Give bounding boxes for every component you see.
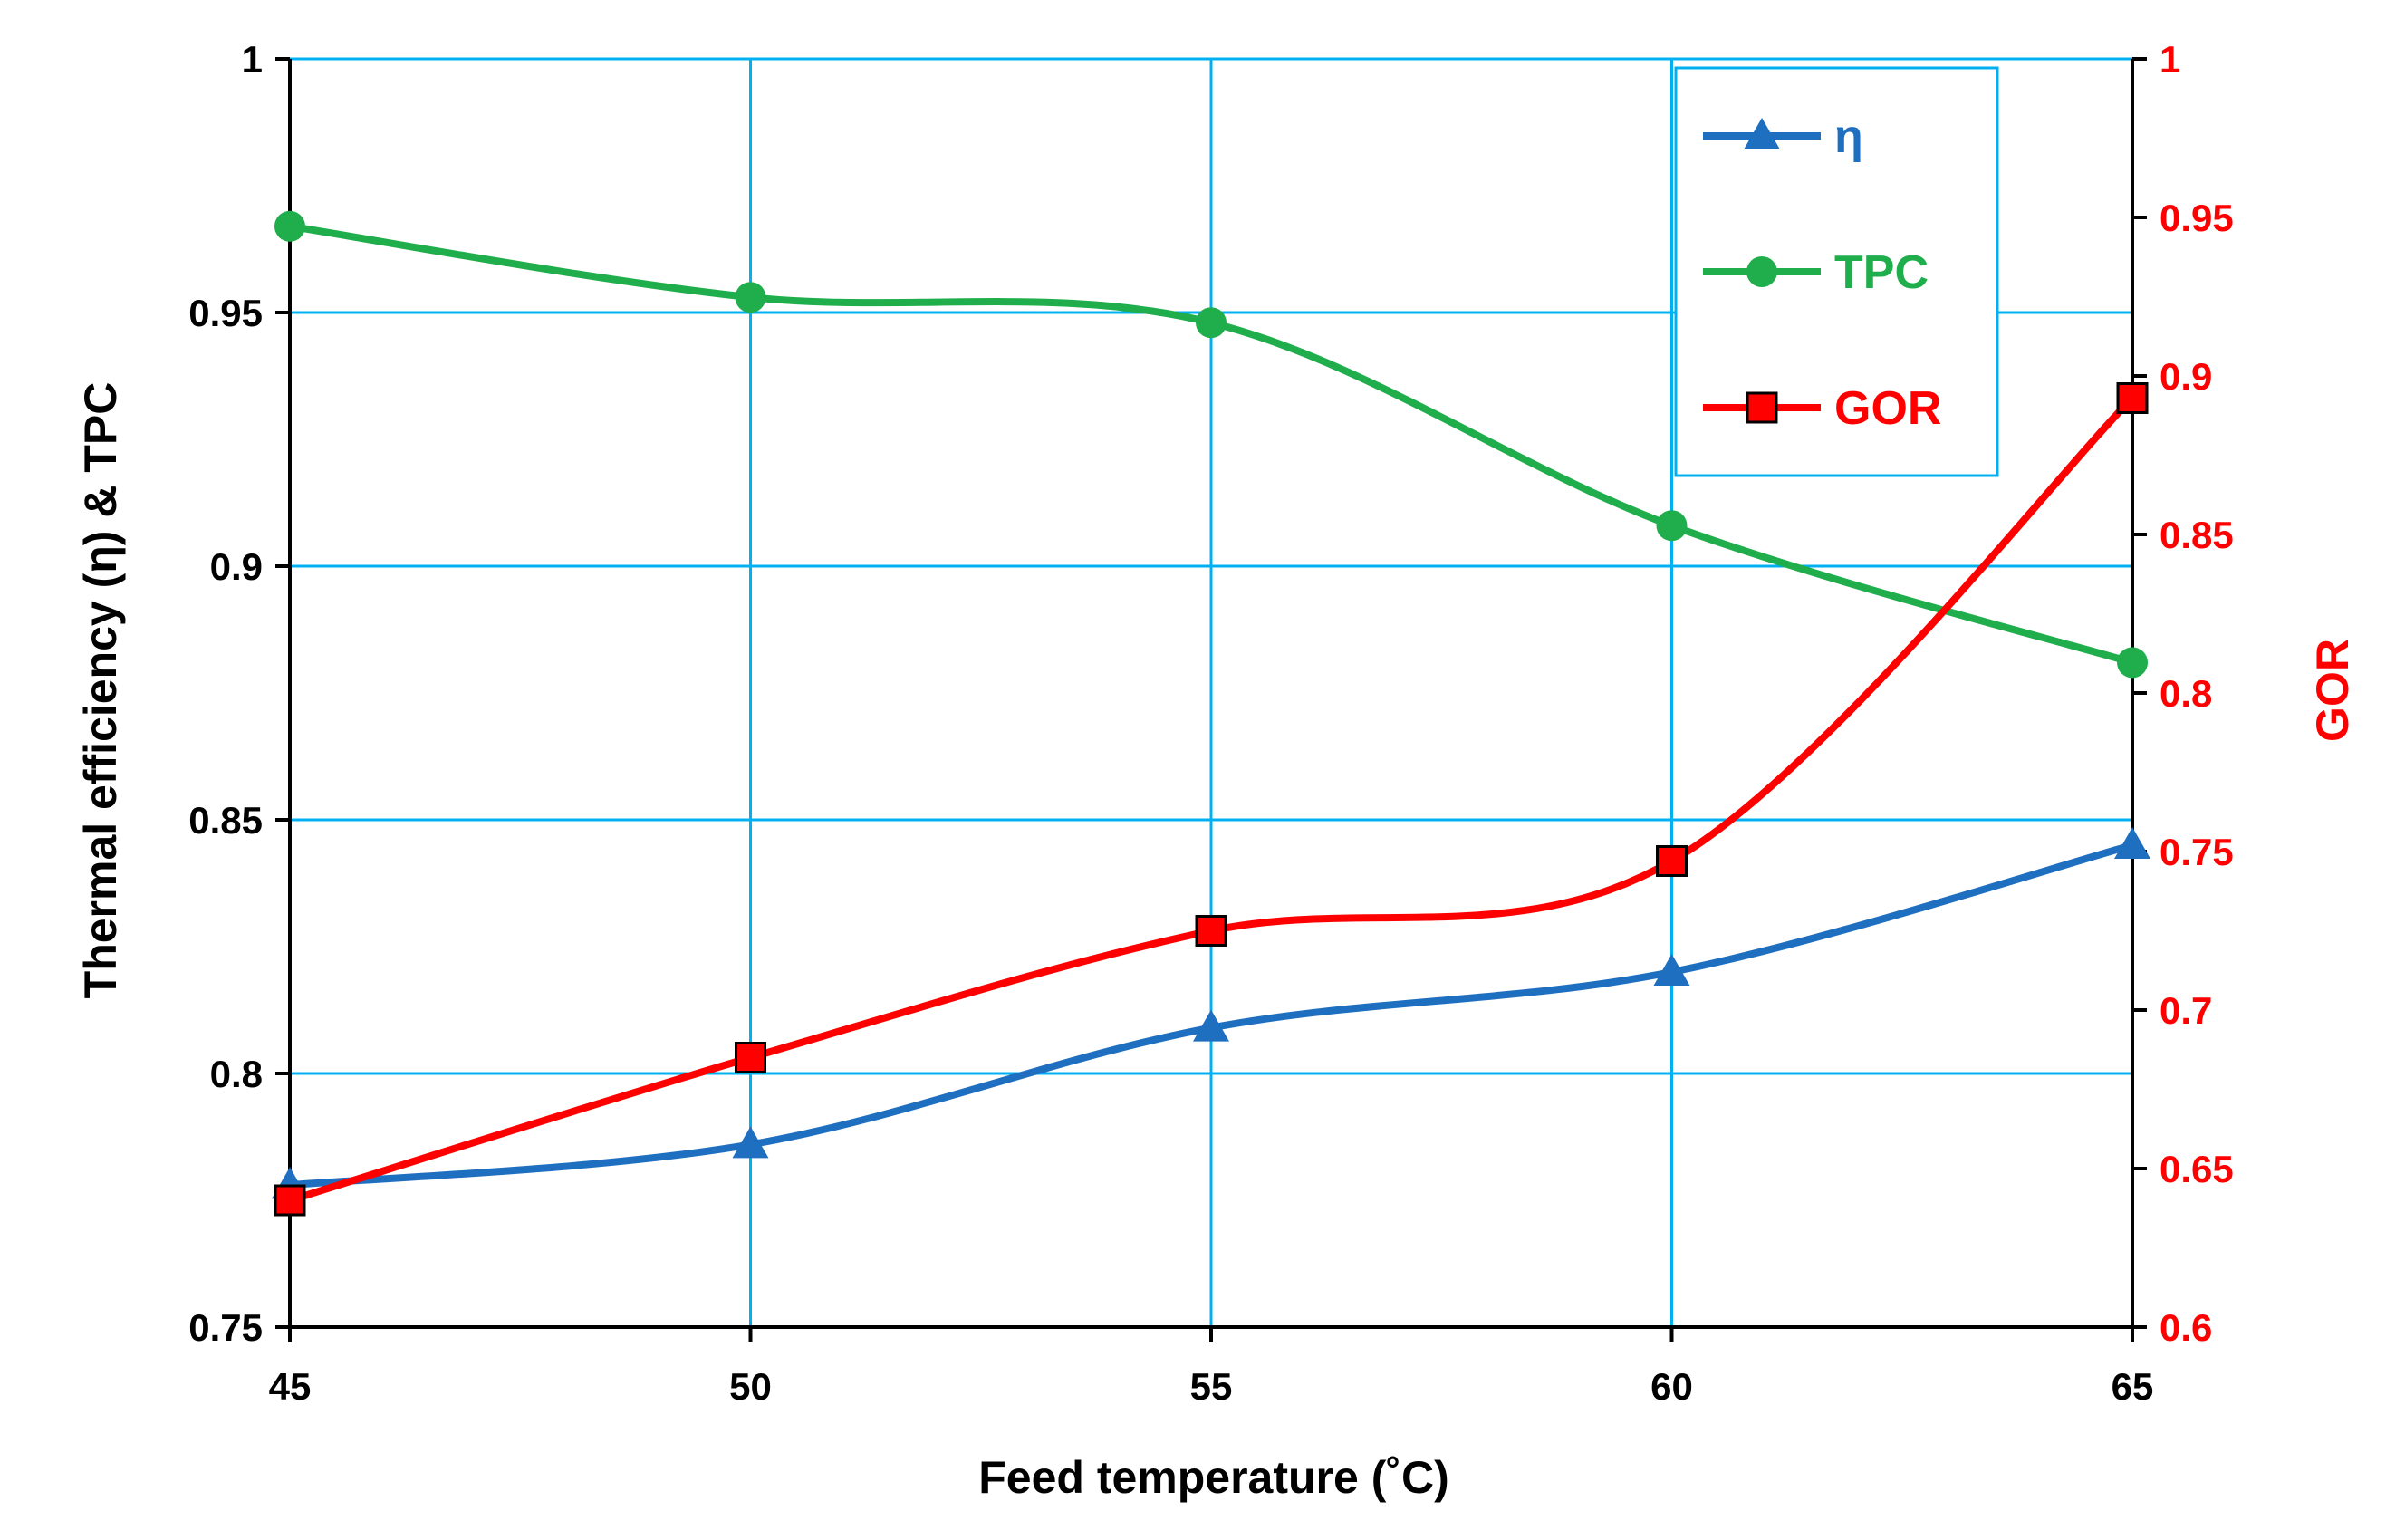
- legend-marker-tpc: [1746, 256, 1777, 287]
- left-axis-tick-label: 0.9: [210, 545, 263, 588]
- x-axis-tick-label: 45: [269, 1365, 312, 1408]
- right-axis-tick-label: 0.6: [2160, 1306, 2212, 1349]
- data-point-eta: [1653, 954, 1690, 986]
- data-point-eta: [732, 1126, 769, 1159]
- x-axis-tick-label: 60: [1650, 1365, 1693, 1408]
- data-point-gor: [1656, 845, 1688, 877]
- right-axis-tick-label: 0.95: [2160, 197, 2234, 239]
- series-line-gor: [286, 394, 2136, 1204]
- x-axis-tick-label: 65: [2112, 1365, 2154, 1408]
- legend-label-tpc: TPC: [1834, 246, 1929, 299]
- x-axis-tick-label: 50: [729, 1365, 772, 1408]
- legend: η TPC GOR: [1674, 66, 1999, 477]
- right-axis-tick-label: 0.7: [2160, 989, 2212, 1032]
- data-point-gor: [735, 1042, 766, 1073]
- data-point-tpc: [274, 210, 305, 242]
- legend-label-eta: η: [1834, 111, 1863, 163]
- data-point-eta: [2114, 827, 2150, 859]
- data-point-gor: [274, 1184, 306, 1217]
- legend-marker-eta: [1744, 118, 1780, 149]
- left-axis-tick-label: 0.85: [188, 799, 263, 842]
- right-axis-tick-label: 0.85: [2160, 514, 2234, 556]
- data-point-tpc: [1196, 307, 1227, 339]
- x-axis-title: Feed temperature (˚C): [978, 1452, 1449, 1503]
- legend-marker-gor: [1746, 391, 1778, 424]
- data-point-tpc: [1656, 510, 1688, 542]
- axes: 0.75 0.8 0.85 0.9 0.95 1 0.6 0.65 0.7 0.75 0.8 0.85…: [188, 38, 2234, 1408]
- data-point-eta: [1193, 1009, 1229, 1042]
- legend-label-gor: GOR: [1834, 382, 1941, 435]
- left-axis-tick-label: 0.8: [210, 1053, 263, 1095]
- data-series: [272, 210, 2150, 1217]
- right-axis-tick-label: 0.75: [2160, 831, 2234, 873]
- data-point-tpc: [735, 282, 766, 313]
- right-axis-tick-label: 1: [2160, 38, 2180, 81]
- data-point-gor: [1195, 915, 1227, 947]
- left-axis-tick-label: 1: [242, 38, 263, 81]
- y-axis-title: Thermal efficiency (η) & TPC: [75, 382, 126, 999]
- right-y-axis-title: GOR: [2307, 639, 2358, 742]
- left-axis-tick-label: 0.95: [188, 292, 263, 334]
- right-axis-tick-label: 0.65: [2160, 1148, 2234, 1190]
- right-axis-tick-label: 0.8: [2160, 672, 2212, 715]
- data-point-tpc: [2117, 647, 2148, 679]
- right-axis-tick-label: 0.9: [2160, 355, 2212, 398]
- data-point-gor: [2116, 382, 2149, 414]
- x-axis-tick-label: 55: [1190, 1365, 1233, 1408]
- left-axis-tick-label: 0.75: [188, 1306, 263, 1349]
